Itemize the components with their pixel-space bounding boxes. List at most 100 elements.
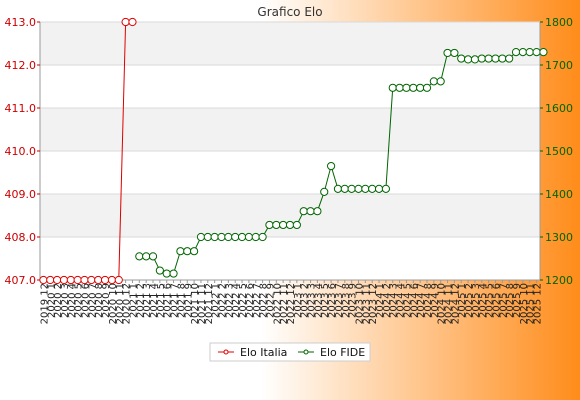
x-tick-label: 2023 10 [354,283,365,324]
data-point [361,184,370,193]
data-point [73,275,82,285]
y-left-tick-label: 407.0 [5,274,37,287]
data-point [518,48,527,57]
x-tick-label: 2020 12 [122,283,133,324]
data-point [142,252,151,261]
data-point [258,232,267,242]
data-point [148,252,158,261]
x-tick-label: 2021 1 [128,283,139,318]
x-tick-label: 2021 8 [176,283,187,318]
x-tick-label: 2025 12 [533,283,544,324]
x-tick-label: 2020 6 [81,283,92,318]
data-point [203,232,212,242]
data-point [231,232,240,242]
x-tick-label: 2021 7 [170,283,181,318]
x-tick-label: 2020 2 [53,283,64,318]
x-tick-label: 2021 6 [163,283,174,318]
axes: 407.0 408.0 409.0 410.0 411.0 412.0 413.0 1200 1… [5,16,574,324]
x-tick-label: 2024 2 [382,283,393,318]
data-point [114,275,123,285]
x-tick-label: 2023 3 [307,283,318,318]
data-point [416,83,425,92]
legend: Elo Italia Elo FIDE [209,342,371,362]
x-tick-label: 2021 2 [135,283,146,318]
x-tick-label: 2024 4 [396,283,407,318]
plot-area [40,21,540,281]
x-tick-label: 2025 4 [478,283,489,318]
data-point [210,232,219,242]
x-tick-label: 2019 12 [39,283,50,324]
x-tick-label: 2023 6 [327,283,338,318]
x-tick-label: 2024 11 [444,283,455,324]
data-point [217,232,226,242]
legend-box [209,342,371,362]
data-point [525,48,534,57]
data-point [285,220,295,230]
x-tick-label: 2024 9 [430,283,441,318]
y-right-tick-label: 1400 [545,188,573,201]
x-tick-label: 2022 5 [238,283,249,318]
data-point [251,232,260,242]
x-tick-label: 2025 11 [526,283,537,324]
data-point [80,275,89,285]
x-tick-label: 2020 9 [101,283,112,318]
x-tick-label: 2024 1 [375,283,386,318]
data-point [422,83,432,92]
y-right-tick-label: 1600 [545,102,573,115]
data-point [381,184,390,193]
x-tick-label: 2023 8 [341,283,352,318]
legend-swatch-marker [303,349,309,355]
x-tick-label: 2021 5 [156,283,167,318]
data-point [409,83,418,92]
data-point [183,247,192,256]
data-point [107,275,117,285]
grid-band [40,22,540,65]
data-point [53,275,62,285]
data-point [100,275,110,285]
data-point [128,17,137,27]
x-tick-label: 2023 11 [361,283,372,324]
grid-band [40,194,540,237]
data-point [532,48,541,57]
data-point [59,275,69,285]
data-point [402,83,411,92]
data-point [94,275,103,285]
data-point [265,220,274,230]
x-tick-label: 2022 8 [259,283,270,318]
data-point [292,220,301,230]
data-point [477,54,486,63]
grid-band [40,108,540,151]
y-right-tick-label: 1800 [545,16,573,29]
x-tick-label: 2020 8 [94,283,105,318]
data-point [443,48,452,58]
data-point [313,207,322,216]
x-tick-label: 2022 12 [286,283,297,324]
data-point [306,207,315,216]
data-point [155,266,164,275]
x-tick-label: 2024 5 [402,283,413,318]
data-point [333,184,343,193]
x-tick-label: 2025 10 [519,283,530,324]
y-right-tick-label: 1200 [545,274,573,287]
data-point [169,269,178,278]
y-left-tick-label: 411.0 [5,102,37,115]
x-tick-label: 2020 4 [67,283,78,318]
x-tick-label: 2024 8 [423,283,434,318]
x-tick-label: 2022 11 [279,283,290,324]
x-tick-label: 2023 7 [334,283,345,318]
x-tick-label: 2022 3 [224,283,235,318]
x-tick-label: 2023 5 [320,283,331,318]
data-point [121,17,130,27]
x-tick-label: 2025 1 [457,283,468,318]
data-point [299,207,308,216]
y-left-tick-label: 408.0 [5,231,37,244]
data-point [224,232,233,242]
data-point [354,184,363,193]
data-point [450,48,459,58]
x-tick-label: 2022 9 [265,283,276,318]
data-point [237,232,247,242]
x-tick-label: 2020 10 [108,283,119,324]
chart-title: Grafico Elo [257,5,322,19]
y-left-tick-label: 413.0 [5,16,37,29]
